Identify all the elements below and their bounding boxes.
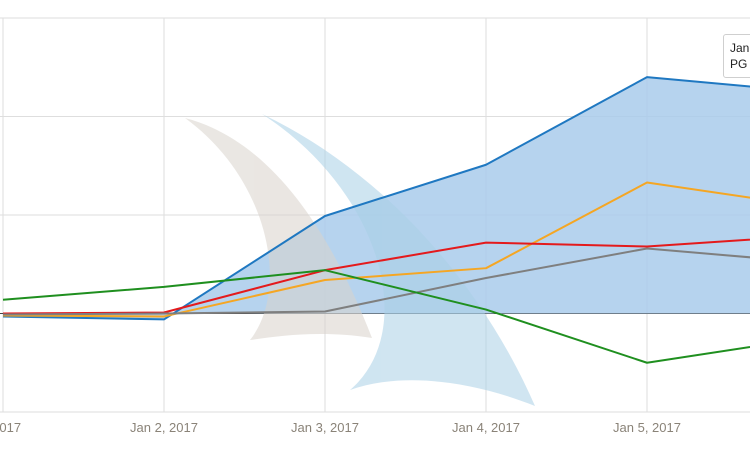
x-tick-label: Jan 4, 2017 [452, 420, 520, 435]
series-4-line [2, 269, 750, 364]
watermark-sail-left [185, 118, 372, 340]
logo-watermark [185, 114, 535, 406]
x-tick-label: Jan 2, 2017 [130, 420, 198, 435]
watermark-sail-right [262, 114, 535, 406]
series-1-line [2, 181, 750, 318]
tooltip-line-2: PG [730, 57, 748, 71]
series-lines [2, 76, 750, 364]
series-0-area [3, 77, 750, 320]
x-tick-label: Jan 3, 2017 [291, 420, 359, 435]
series-areas [3, 77, 750, 320]
hover-tooltip: Jan PG [723, 34, 750, 78]
series-0-line [2, 76, 750, 321]
series-3-line [2, 247, 750, 316]
x-axis-ticks: , 2017 Jan 2, 2017 Jan 3, 2017 Jan 4, 2017 J… [0, 420, 681, 435]
tooltip-line-1: Jan [730, 41, 750, 55]
x-tick-label: Jan 5, 2017 [613, 420, 681, 435]
x-tick-label: , 2017 [0, 420, 21, 435]
